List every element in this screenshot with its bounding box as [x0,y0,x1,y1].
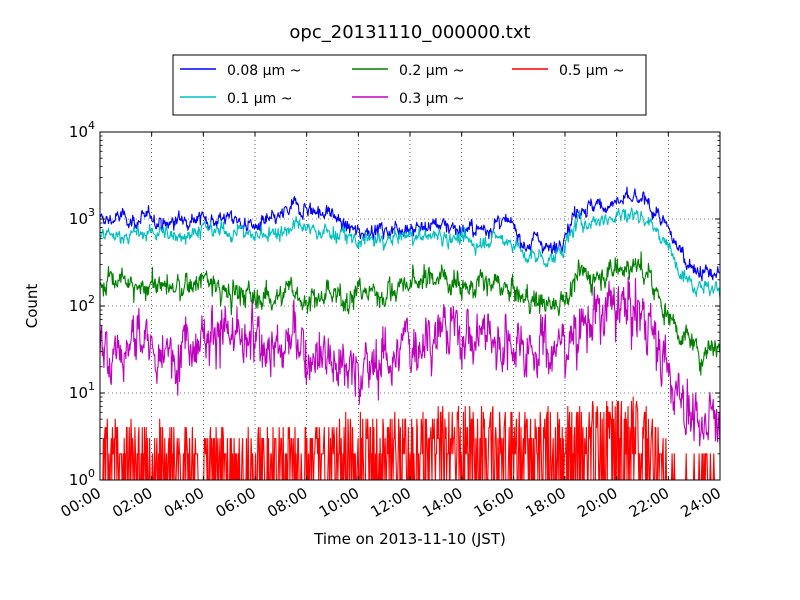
y-axis-label: Count [23,284,41,329]
axis-ticks [99,131,721,481]
chart-title: opc_20131110_000000.txt [289,22,530,43]
grid [100,132,720,480]
series-line-3 [99,276,721,447]
x-axis-label: Time on 2013-11-10 (JST) [313,530,506,548]
y-tick-labels: 100 101 102 103 104 [69,119,95,489]
legend: 0.08 μm ~ 0.1 μm ~ 0.2 μm ~ 0.3 μm ~ 0.5 μm … [172,54,647,116]
series-lines [99,186,721,481]
legend-box [172,54,647,116]
legend-label: 0.3 μm ~ [399,91,464,107]
y-tick-label: 102 [69,293,95,315]
legend-label: 0.1 μm ~ [227,91,292,107]
y-tick-label: 103 [69,206,95,228]
y-tick-label: 100 [69,467,95,489]
series-line-1 [99,207,721,299]
y-tick-label: 104 [69,119,95,141]
series-line-2 [99,251,721,376]
series-line-0 [99,186,721,282]
legend-label: 0.2 μm ~ [399,63,464,79]
legend-label: 0.08 μm ~ [227,63,301,79]
legend-label: 0.5 μm ~ [559,63,624,79]
y-tick-label: 101 [69,380,95,402]
